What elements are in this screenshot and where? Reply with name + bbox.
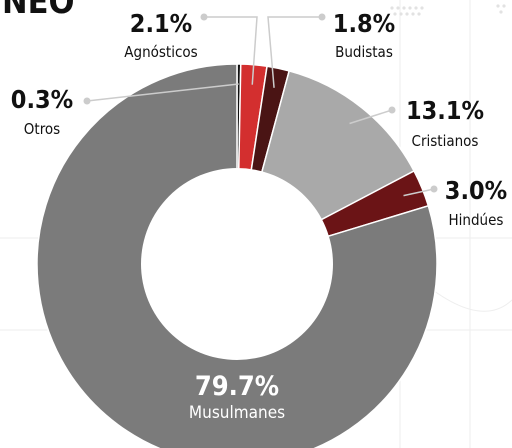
category-label-musulmanes: Musulmanes: [189, 403, 285, 423]
dot-pattern: [390, 4, 506, 16]
callouts: [83, 13, 438, 197]
callout-dot-otros: [83, 97, 91, 105]
slice-labels: 0.3% Otros 2.1% Agnósticos 1.8% Budistas 13.1%…: [11, 9, 507, 423]
callout-dot-agnosticos: [200, 13, 208, 21]
callout-line-cristianos: [349, 109, 393, 125]
value-label-agnosticos: 2.1%: [130, 9, 192, 38]
category-label-budistas: Budistas: [335, 43, 393, 61]
category-label-cristianos: Cristianos: [412, 132, 479, 150]
callout-dot-cristianos: [388, 106, 396, 114]
value-label-musulmanes: 79.7%: [195, 371, 279, 402]
category-label-agnosticos: Agnósticos: [124, 43, 197, 61]
callout-line-agnosticos: [204, 16, 258, 85]
callout-line-hindues: [403, 188, 435, 197]
value-label-budistas: 1.8%: [333, 9, 395, 38]
value-label-cristianos: 13.1%: [406, 96, 484, 125]
value-label-otros: 0.3%: [11, 85, 73, 114]
callout-line-budistas: [267, 16, 322, 88]
callout-dot-budistas: [318, 13, 326, 21]
callout-line-otros: [86, 83, 239, 102]
chart-title: NEO: [2, 0, 75, 22]
category-label-otros: Otros: [24, 120, 60, 138]
callout-dot-hindues: [430, 185, 438, 193]
donut-hole: [141, 168, 333, 360]
slice-musulmanes: [36, 63, 438, 448]
category-label-hindues: Hindúes: [449, 211, 504, 229]
value-label-hindues: 3.0%: [445, 176, 507, 205]
